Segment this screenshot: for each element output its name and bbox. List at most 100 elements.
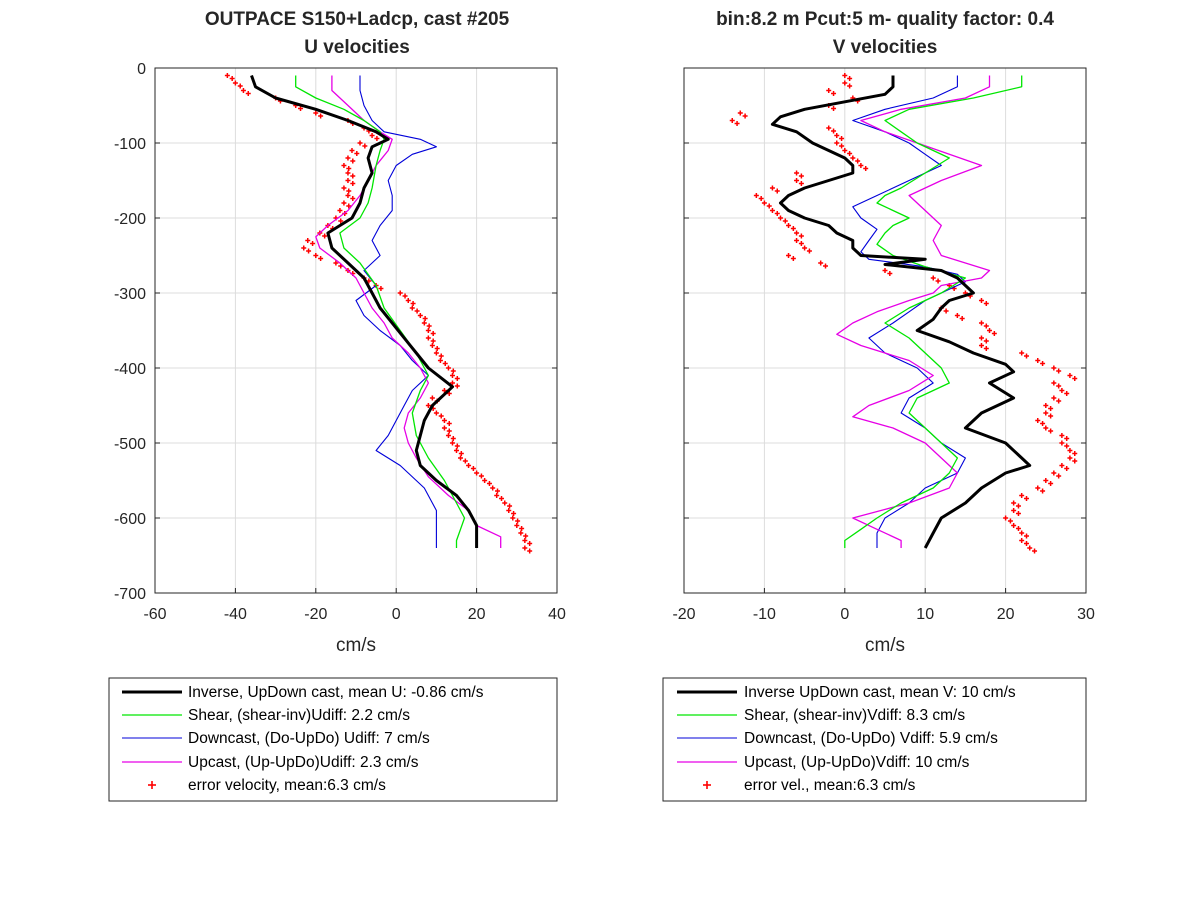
v-error-velocity-point [1051,470,1057,476]
v-error-velocity-point [983,323,989,329]
v-error-velocity-point [802,245,808,251]
v-chart-title: bin:8.2 m Pcut:5 m- quality factor: 0.4 [716,9,1054,30]
u-error-velocity-point [346,203,352,209]
v-error-velocity-point [1048,406,1054,411]
u-error-velocity-point [441,425,447,431]
v-error-velocity-point [978,335,984,341]
v-error-velocity-point [959,316,965,321]
v-error-velocity-point [1011,508,1017,513]
v-error-velocity-point [847,76,853,81]
v-error-velocity-point [1007,518,1013,524]
u-x-tick-label: 40 [548,606,566,623]
v-error-velocity-point [1043,425,1049,431]
u-error-velocity-point [523,533,529,539]
v-error-velocity-point [1024,533,1030,539]
u-error-velocity-point [515,518,521,524]
v-error-velocity-point [774,211,780,216]
v-error-velocity-point [1003,515,1009,521]
u-error-velocity-point [322,233,328,239]
u-error-velocity-point [474,470,480,476]
v-error-velocity-point [1024,353,1030,359]
v-error-velocity-point [737,110,743,116]
v-error-velocity-point [983,301,989,306]
u-error-velocity-point [449,380,455,386]
u-error-velocity-point [445,433,451,438]
u-error-velocity-point [357,140,363,146]
u-error-velocity-point [522,545,528,551]
v-series-line-downcast [852,75,966,548]
u-error-velocity-point [434,346,440,351]
u-error-velocity-point [350,196,356,201]
u-error-velocity-point [527,541,533,546]
v-error-velocity-point [1015,526,1021,531]
u-error-velocity-point [301,245,307,251]
u-error-velocity-point [345,193,351,198]
u-error-velocity-point [397,290,403,296]
u-error-velocity-point [350,158,356,164]
u-error-velocity-point [409,305,415,311]
v-error-velocity-point [1067,448,1073,453]
v-legend-swatch-error [703,781,711,789]
v-error-velocity-point [1064,443,1070,449]
v-data-layer [729,73,1078,554]
v-error-velocity-point [930,275,936,281]
v-error-velocity-point [1051,365,1057,371]
u-y-tick-label: -600 [114,511,146,528]
v-legend: Inverse UpDown cast, mean V: 10 cm/s She… [662,677,1087,802]
v-error-velocity-point [983,338,989,344]
v-error-velocity-point [774,188,780,194]
u-error-velocity-point [507,503,513,509]
v-error-velocity-point [1072,451,1078,456]
v-error-velocity-point [863,166,869,171]
v-error-velocity-point [806,248,812,254]
v-x-tick-label: 0 [840,606,849,623]
u-series-line-shear [295,75,466,548]
u-chart-title: OUTPACE S150+Ladcp, cast #205 [205,9,510,30]
v-error-velocity-point [1059,433,1065,438]
v-error-velocity-point [842,80,848,86]
u-error-velocity-point [310,241,316,246]
v-error-velocity-point [1067,373,1073,378]
u-error-velocity-point [313,110,319,116]
v-error-velocity-point [943,308,949,314]
u-error-velocity-point [433,350,439,356]
v-error-velocity-point [786,253,792,258]
u-error-velocity-point [450,368,456,374]
u-error-velocity-point [430,331,436,336]
v-x-tick-label: 10 [916,606,934,623]
u-error-velocity-point [430,338,436,344]
u-y-tick-label: -100 [114,136,146,153]
v-error-velocity-point [790,226,796,231]
v-error-velocity-point [1015,511,1021,516]
u-error-velocity-point [449,440,455,446]
v-error-velocity-point [794,170,800,176]
u-error-velocity-point [518,530,524,536]
v-error-velocity-point [1051,380,1057,386]
v-error-velocity-point [798,241,804,246]
v-legend-entry-shear: Shear, (shear-inv)Vdiff: 8.3 cm/s [744,707,965,724]
u-error-velocity-point [425,403,431,408]
v-error-velocity-point [855,158,861,164]
v-error-velocity-point [782,218,788,224]
v-x-tick-label: 20 [997,606,1015,623]
v-error-velocity-point [1043,403,1049,408]
v-error-velocity-point [1040,488,1046,494]
u-error-velocity-point [437,358,443,363]
v-error-velocity-point [1048,481,1054,486]
u-error-velocity-point [378,286,384,291]
v-error-velocity-point [1064,466,1070,471]
v-error-velocity-point [1019,530,1025,536]
u-error-velocity-point [405,298,411,303]
v-x-axis-label: cm/s [865,635,905,656]
u-error-velocity-point [350,173,356,179]
u-error-velocity-point [446,428,452,434]
v-error-velocity-point [882,268,888,273]
v-error-velocity-point [769,208,775,213]
u-error-velocity-point [224,73,230,78]
v-error-velocity-point [1048,428,1054,434]
v-legend-box [662,677,1087,802]
v-error-velocity-point [834,140,840,146]
v-tick-labels: -20 -10 0 10 20 30 [672,67,1095,623]
u-error-velocity-point [442,361,448,366]
u-error-velocity-point [417,313,423,318]
